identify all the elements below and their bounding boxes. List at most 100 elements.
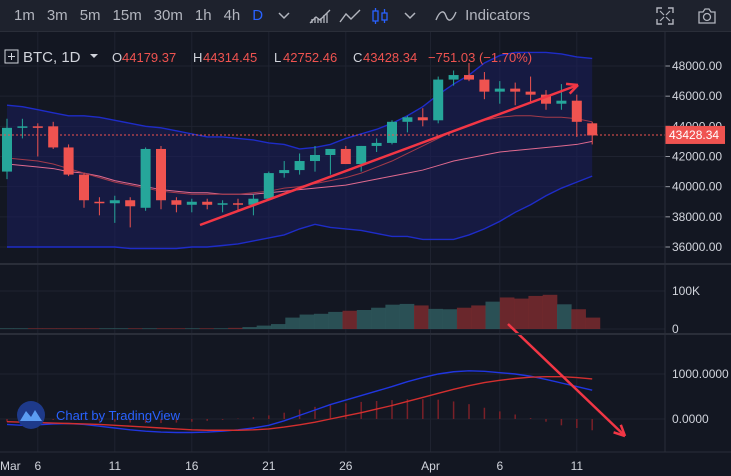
volume-bar bbox=[557, 304, 572, 329]
timeframe-1m[interactable]: 1m bbox=[14, 7, 35, 24]
candle-body bbox=[494, 88, 505, 92]
close-key: C bbox=[353, 50, 362, 65]
chart-toolbar: 1m 3m 5m 15m 30m 1h 4h D Indicators bbox=[0, 0, 731, 32]
volume-tick-label: 100K bbox=[672, 284, 700, 298]
volume-bar bbox=[371, 307, 386, 329]
candle-body bbox=[248, 198, 259, 205]
candle-body bbox=[233, 203, 243, 205]
x-tick-label: 11 bbox=[571, 459, 584, 473]
volume-bar bbox=[399, 303, 415, 329]
candle-body bbox=[48, 126, 59, 148]
line-chart-style-icon[interactable] bbox=[339, 7, 361, 25]
macd-tick-label: 1000.0000 bbox=[672, 367, 729, 381]
candles-chart-style-icon[interactable] bbox=[369, 7, 391, 25]
volume-bar bbox=[228, 327, 243, 329]
volume-bar bbox=[528, 295, 544, 329]
macd-tick-label: 0.0000 bbox=[672, 412, 709, 426]
symbol-label[interactable]: BTC, 1D bbox=[23, 49, 81, 66]
low-value: 42752.46 bbox=[283, 50, 337, 65]
candle-body bbox=[402, 117, 413, 122]
low-key: L bbox=[274, 50, 281, 65]
downtrend-arrow-shaft bbox=[507, 323, 626, 437]
upper-band-line bbox=[6, 51, 593, 150]
volume-bar bbox=[456, 307, 472, 329]
candle-body bbox=[510, 88, 521, 92]
bar-chart-style-icon[interactable] bbox=[309, 7, 331, 25]
volume-bar bbox=[85, 328, 100, 329]
candle-body bbox=[464, 75, 474, 80]
volume-bar bbox=[299, 314, 315, 329]
uptrend-arrow-shaft bbox=[199, 83, 579, 227]
uptrend-arrow-head bbox=[565, 82, 579, 95]
candle-body bbox=[186, 201, 197, 205]
volume-bar bbox=[442, 309, 458, 329]
chevron-down-icon[interactable] bbox=[399, 7, 421, 25]
indicators-button[interactable]: Indicators bbox=[465, 7, 531, 24]
x-tick-label: 16 bbox=[185, 459, 199, 473]
candle-body bbox=[525, 91, 536, 95]
macd-series bbox=[6, 370, 593, 434]
volume-bar bbox=[285, 317, 300, 329]
bollinger-band-area bbox=[7, 52, 593, 249]
candle-body bbox=[571, 100, 582, 122]
price-chart[interactable]: Mar 6 11 16 21 26 Apr 6 11 36000.00 38000.00 40000.… bbox=[0, 32, 731, 476]
last-price-label: 43428.34 bbox=[669, 128, 719, 142]
moving-average-line-2 bbox=[6, 115, 593, 195]
price-tick-label: 38000.00 bbox=[672, 210, 722, 224]
timeframe-3m[interactable]: 3m bbox=[46, 7, 68, 24]
volume-bar bbox=[242, 327, 258, 329]
candle-body bbox=[217, 203, 228, 205]
last-price-badge bbox=[665, 125, 725, 144]
candle-body bbox=[156, 148, 166, 201]
candlestick-series bbox=[2, 62, 598, 228]
candle-body bbox=[587, 123, 598, 136]
volume-bar bbox=[542, 294, 558, 329]
candle-body bbox=[263, 173, 274, 199]
tradingview-logo-icon bbox=[20, 410, 42, 421]
bollinger-band-fill bbox=[7, 52, 593, 249]
volume-series bbox=[0, 294, 601, 329]
open-key: O bbox=[112, 50, 122, 65]
volume-bar bbox=[414, 305, 429, 329]
macd-line bbox=[6, 370, 593, 434]
volume-bar bbox=[199, 328, 215, 329]
timeframe-1h[interactable]: 1h bbox=[194, 7, 212, 24]
chevron-down-icon bbox=[90, 54, 98, 58]
price-tick-label: 46000.00 bbox=[672, 89, 722, 103]
fullscreen-icon[interactable] bbox=[654, 6, 676, 25]
timeframe-30m[interactable]: 30m bbox=[153, 7, 183, 24]
timeframe-15m[interactable]: 15m bbox=[112, 7, 142, 24]
open-value: 44179.37 bbox=[122, 50, 176, 65]
candle-body bbox=[479, 79, 490, 92]
symbol-legend[interactable]: BTC, 1D O 44179.37 H 44314.45 L 42752.46… bbox=[4, 49, 532, 66]
volume-bar bbox=[256, 325, 272, 329]
chevron-down-icon[interactable] bbox=[273, 7, 295, 25]
x-tick-label: 11 bbox=[109, 459, 122, 473]
volume-bar bbox=[356, 310, 372, 329]
volume-bar bbox=[99, 328, 115, 329]
x-tick-label: 26 bbox=[339, 459, 353, 473]
volume-bar bbox=[342, 310, 358, 329]
volume-bar bbox=[514, 298, 529, 329]
timeframe-4h[interactable]: 4h bbox=[223, 7, 241, 24]
volume-bar bbox=[70, 328, 86, 329]
volume-bar bbox=[142, 328, 157, 329]
x-tick-label: Mar bbox=[0, 459, 21, 473]
candle-body bbox=[279, 170, 290, 174]
candle-body bbox=[2, 127, 12, 172]
candle-body bbox=[556, 100, 567, 104]
x-tick-label: 6 bbox=[34, 459, 41, 473]
indicators-icon[interactable] bbox=[435, 7, 457, 25]
tradingview-watermark[interactable]: Chart by TradingView bbox=[17, 401, 181, 429]
volume-bar bbox=[328, 311, 343, 329]
candle-body bbox=[94, 201, 105, 204]
timeframe-5m[interactable]: 5m bbox=[79, 7, 101, 24]
candle-body bbox=[541, 94, 551, 104]
volume-bar bbox=[471, 305, 486, 329]
volume-bar bbox=[156, 328, 172, 329]
camera-icon[interactable] bbox=[696, 7, 718, 25]
volume-bar bbox=[213, 328, 229, 329]
candle-body bbox=[433, 79, 444, 121]
timeframe-d[interactable]: D bbox=[252, 7, 264, 24]
close-value: 43428.34 bbox=[363, 50, 417, 65]
